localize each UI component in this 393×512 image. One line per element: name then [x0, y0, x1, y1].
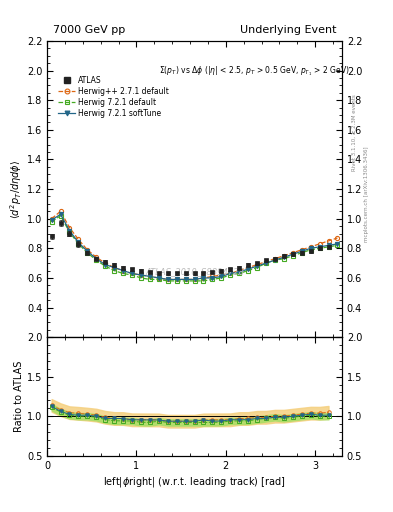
Y-axis label: $\langle d^2 p_T / d\eta d\phi \rangle$: $\langle d^2 p_T / d\eta d\phi \rangle$	[8, 159, 24, 219]
Y-axis label: Ratio to ATLAS: Ratio to ATLAS	[14, 361, 24, 432]
Text: 7000 GeV pp: 7000 GeV pp	[53, 25, 125, 35]
Text: $\Sigma(p_T)$ vs $\Delta\phi$ ($|\eta|$ < 2.5, $p_T$ > 0.5 GeV, $p_{T_1}$ > 2 Ge: $\Sigma(p_T)$ vs $\Delta\phi$ ($|\eta|$ …	[159, 65, 350, 78]
Text: ATLAS_2010_S8894728: ATLAS_2010_S8894728	[145, 267, 244, 276]
Legend: ATLAS, Herwig++ 2.7.1 default, Herwig 7.2.1 default, Herwig 7.2.1 softTune: ATLAS, Herwig++ 2.7.1 default, Herwig 7.…	[57, 74, 171, 119]
X-axis label: left|$\phi$right| (w.r.t. leading track) [rad]: left|$\phi$right| (w.r.t. leading track)…	[103, 475, 286, 489]
Text: Underlying Event: Underlying Event	[239, 25, 336, 35]
Text: mcplots.cern.ch [arXiv:1306.3436]: mcplots.cern.ch [arXiv:1306.3436]	[364, 147, 369, 242]
Text: Rivet 3.1.10, ≥ 2.3M events: Rivet 3.1.10, ≥ 2.3M events	[352, 95, 357, 172]
